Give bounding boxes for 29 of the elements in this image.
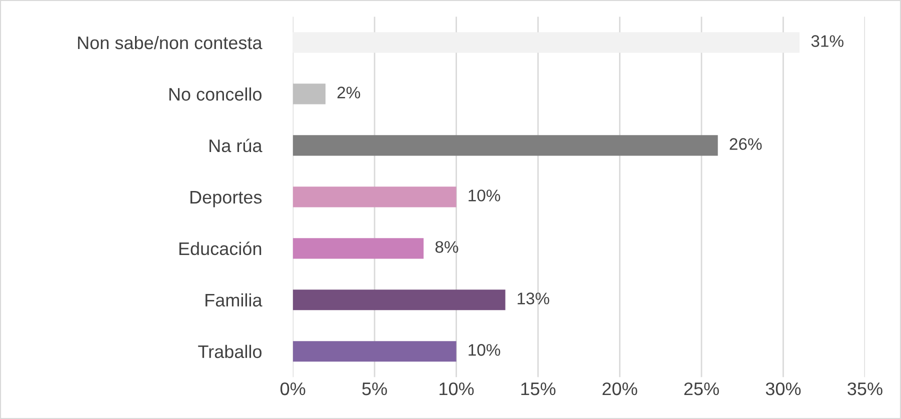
x-tick-label: 5% xyxy=(362,382,387,396)
y-tick-label: Non sabe/non contesta xyxy=(78,36,262,50)
data-label: 26% xyxy=(730,138,762,150)
y-tick-label: Familia xyxy=(206,293,262,307)
bar xyxy=(292,84,326,104)
bar xyxy=(292,238,424,259)
y-tick-label: Deportes xyxy=(190,191,262,208)
data-label: 10% xyxy=(468,344,500,356)
x-tick-label: 30% xyxy=(766,382,801,396)
x-tick-label: 0% xyxy=(280,382,306,396)
data-label: 10% xyxy=(468,190,500,202)
x-tick-label: 25% xyxy=(684,382,719,396)
y-tick-label: Traballo xyxy=(198,344,262,358)
bar xyxy=(292,32,800,53)
bar xyxy=(292,290,506,310)
x-tick-label: 35% xyxy=(848,382,882,396)
data-label: 2% xyxy=(337,86,360,98)
x-tick-label: 15% xyxy=(521,382,556,396)
y-tick-label: No concello xyxy=(169,87,262,101)
bar xyxy=(292,186,456,208)
data-label: 13% xyxy=(518,292,550,304)
y-tick-label: Educación xyxy=(179,242,262,256)
x-tick-label: 20% xyxy=(602,382,638,396)
bar xyxy=(292,341,456,362)
x-tick-label: 10% xyxy=(440,382,474,396)
y-tick-label: Na rúa xyxy=(210,138,262,152)
data-label: 31% xyxy=(811,35,844,47)
bar xyxy=(292,135,718,156)
data-label: 8% xyxy=(435,241,458,253)
